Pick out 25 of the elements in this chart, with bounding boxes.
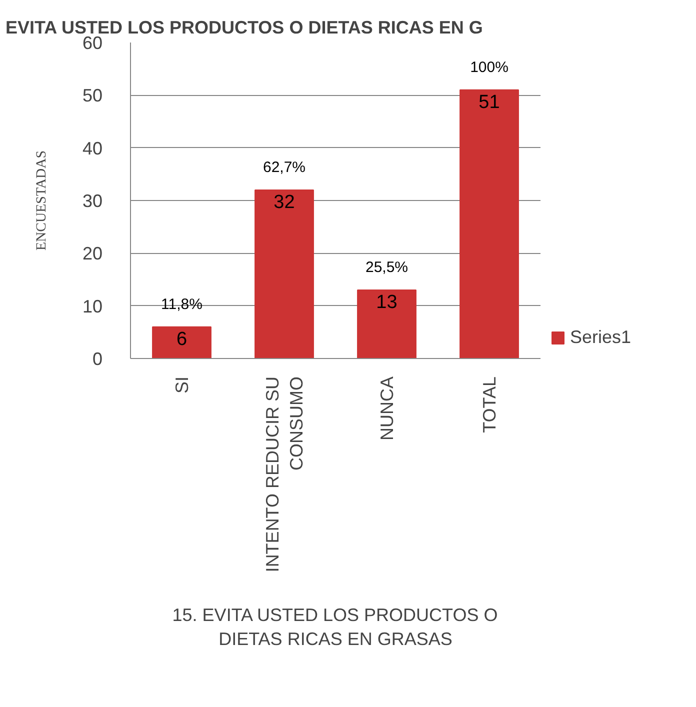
annotation: 11,8% — [161, 296, 202, 313]
bar — [152, 326, 212, 358]
x-tick-label: NUNCA — [376, 376, 397, 440]
annotation: 100% — [470, 58, 508, 76]
y-tick-label: 40 — [82, 138, 103, 158]
x-tick-label: SI — [172, 376, 192, 394]
data-label: 51 — [478, 92, 500, 113]
data-label: 32 — [274, 192, 295, 213]
annotation: 62,7% — [262, 158, 306, 176]
legend-label: Series1 — [570, 327, 632, 348]
data-label: 6 — [176, 328, 188, 350]
x-axis-title: 15. EVITA USTED LOS PRODUCTOS O DIETAS RICAS EN GRASAS — [172, 605, 498, 650]
annotation: 25,5% — [365, 259, 408, 276]
bar — [460, 89, 519, 358]
data-label: 13 — [376, 292, 398, 314]
y-axis-title: ENCUESTADAS — [34, 150, 50, 250]
bar — [357, 290, 416, 358]
x-tick-label: TOTAL — [479, 376, 500, 433]
bar — [254, 189, 314, 358]
y-tick-label: 10 — [82, 296, 103, 316]
y-tick-label: 30 — [82, 191, 103, 211]
x-tick-label: INTENTO REDUCIR SU CONSUMO — [262, 376, 306, 572]
y-tick-label: 0 — [92, 349, 103, 369]
y-tick-label: 20 — [82, 244, 103, 264]
y-tick-label: 50 — [82, 86, 103, 106]
